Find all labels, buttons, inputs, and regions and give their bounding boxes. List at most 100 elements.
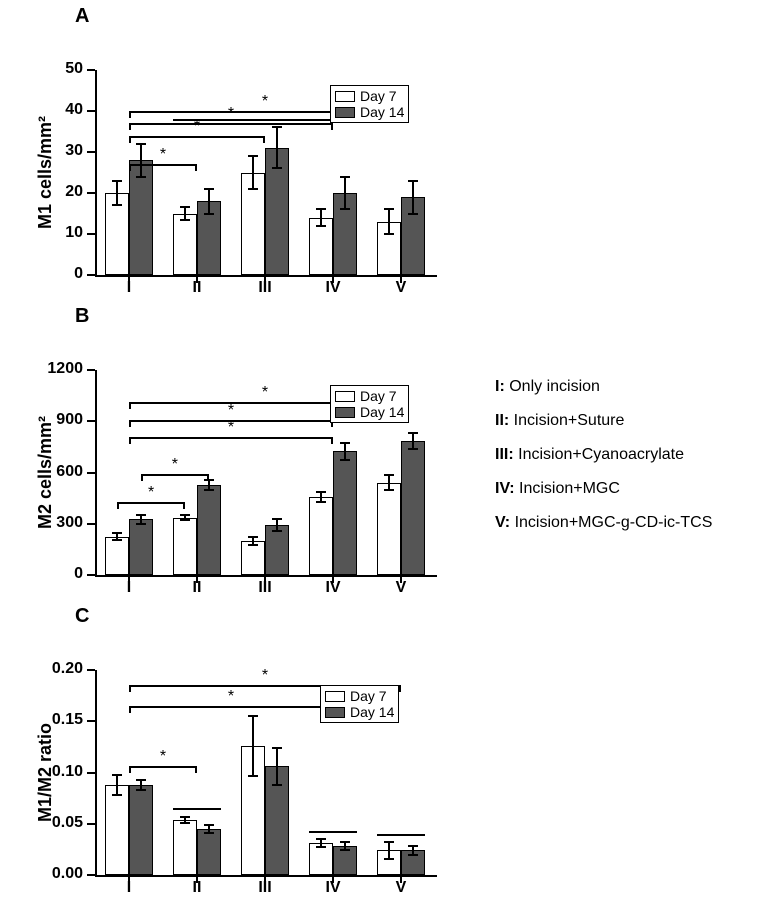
group-line: [377, 834, 425, 836]
y-axis-label: M1 cells/mm²: [35, 70, 56, 275]
y-tick: [87, 669, 95, 671]
sig-star: *: [155, 748, 171, 766]
panel-label: B: [75, 305, 89, 328]
error-cap: [316, 846, 327, 848]
sig-bracket: [129, 123, 333, 125]
error-cap: [316, 225, 327, 227]
legend-label: Day 14: [360, 104, 404, 120]
error-cap: [384, 208, 395, 210]
sig-bracket-drop: [129, 136, 131, 143]
legend-label: Day 7: [350, 688, 387, 704]
panel-label: A: [75, 5, 89, 28]
error-cap: [204, 489, 215, 491]
error-cap: [248, 188, 259, 190]
error-cap: [248, 715, 259, 717]
x-tick: [400, 575, 402, 583]
error-cap: [316, 491, 327, 493]
error-cap: [272, 167, 283, 169]
error-cap: [340, 459, 351, 461]
error-cap: [340, 849, 351, 851]
bar: [377, 483, 401, 575]
bar: [401, 441, 425, 575]
x-tick: [196, 875, 198, 883]
sig-bracket-drop: [263, 136, 265, 143]
group-legend-row: I: Only incision: [495, 370, 712, 404]
x-tick: [332, 575, 334, 583]
error-cap: [136, 523, 147, 525]
group-legend-key: I:: [495, 378, 505, 395]
group-legend-text: Incision+MGC-g-CD-ic-TCS: [510, 514, 712, 531]
error-cap: [180, 514, 191, 516]
sig-bracket: [129, 437, 333, 439]
error-cap: [136, 143, 147, 145]
error-bar: [208, 189, 210, 214]
sig-bracket-drop: [129, 706, 131, 713]
y-tick: [87, 274, 95, 276]
y-tick: [87, 574, 95, 576]
error-bar: [276, 127, 278, 168]
error-cap: [340, 841, 351, 843]
error-cap: [112, 774, 123, 776]
error-cap: [272, 126, 283, 128]
error-cap: [272, 518, 283, 520]
y-axis-label: M2 cells/mm²: [35, 370, 56, 575]
y-axis-label: M1/M2 ratio: [35, 670, 56, 875]
bar: [129, 785, 153, 875]
group-legend-text: Incision+Cyanoacrylate: [514, 446, 684, 463]
bar: [197, 829, 221, 875]
group-legend-key: V:: [495, 514, 510, 531]
x-tick: [196, 575, 198, 583]
error-cap: [180, 519, 191, 521]
panel-b: B03006009001200M2 cells/mm²IIIIIIIVV****…: [10, 300, 460, 600]
sig-bracket-drop: [207, 474, 209, 481]
error-cap: [408, 845, 419, 847]
bar: [265, 525, 289, 575]
sig-bracket-drop: [129, 420, 131, 427]
sig-bracket-drop: [129, 437, 131, 444]
panel-a: A01020304050M1 cells/mm²IIIIIIIVV****Day…: [10, 0, 460, 300]
error-cap: [272, 784, 283, 786]
legend-swatch: [325, 707, 345, 718]
error-cap: [408, 432, 419, 434]
x-tick: [400, 275, 402, 283]
y-tick: [87, 369, 95, 371]
error-cap: [384, 858, 395, 860]
sig-bracket: [141, 474, 209, 476]
sig-bracket: [129, 766, 197, 768]
y-tick: [87, 823, 95, 825]
sig-bracket-drop: [195, 164, 197, 171]
y-tick: [87, 69, 95, 71]
group-legend: I: Only incisionII: Incision+SutureIII: …: [495, 370, 712, 540]
error-bar: [388, 209, 390, 234]
error-cap: [248, 155, 259, 157]
legend-label: Day 7: [360, 388, 397, 404]
panel-label: C: [75, 605, 89, 628]
sig-star: *: [167, 456, 183, 474]
sig-bracket-drop: [129, 402, 131, 409]
y-tick: [87, 772, 95, 774]
error-bar: [320, 209, 322, 225]
error-cap: [248, 536, 259, 538]
error-cap: [384, 474, 395, 476]
sig-bracket-drop: [129, 164, 131, 171]
legend-swatch: [335, 407, 355, 418]
legend-label: Day 7: [360, 88, 397, 104]
error-cap: [204, 188, 215, 190]
error-cap: [316, 501, 327, 503]
group-legend-text: Only incision: [505, 378, 600, 395]
x-tick: [128, 875, 130, 883]
error-cap: [180, 206, 191, 208]
error-cap: [204, 832, 215, 834]
error-cap: [180, 816, 191, 818]
error-cap: [408, 448, 419, 450]
sig-star: *: [143, 484, 159, 502]
error-cap: [248, 775, 259, 777]
sig-bracket-drop: [195, 766, 197, 773]
error-cap: [408, 854, 419, 856]
legend: Day 7Day 14: [330, 85, 409, 123]
sig-star: *: [223, 105, 239, 123]
x-tick: [264, 275, 266, 283]
bar: [197, 485, 221, 575]
legend-row: Day 7: [325, 688, 394, 704]
legend: Day 7Day 14: [330, 385, 409, 423]
